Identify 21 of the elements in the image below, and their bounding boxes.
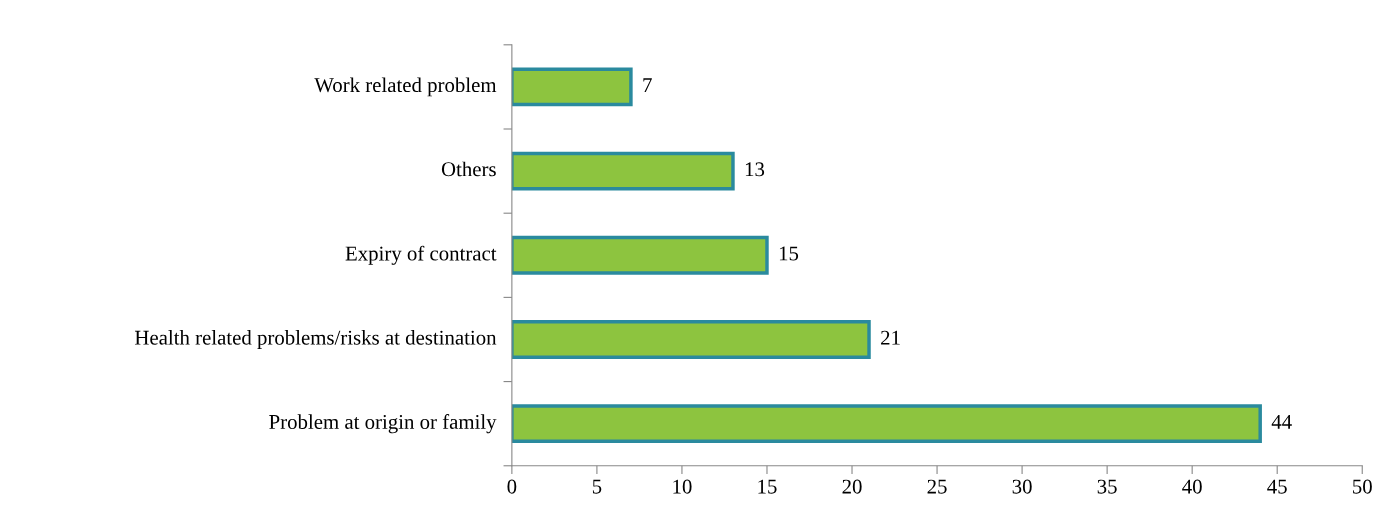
x-tick-label: 0 (507, 479, 517, 494)
data-label: 7 (643, 78, 652, 92)
x-tick-label: 10 (673, 479, 692, 494)
data-label: 13 (745, 162, 765, 177)
y-tick-label: Others (441, 161, 496, 177)
x-tick-label: 35 (1097, 479, 1117, 494)
x-tick-label: 20 (842, 479, 862, 494)
x-tick-label: 15 (758, 479, 777, 494)
y-tick-label: Health related problems/risks at destination (134, 330, 497, 349)
data-label: 21 (881, 330, 900, 345)
x-tick-label: 40 (1182, 479, 1202, 494)
y-tick-label: Problem at origin or family (269, 414, 497, 434)
x-tick-label: 50 (1353, 479, 1372, 494)
y-tick-label: Work related problem (314, 77, 497, 97)
x-tick-label: 30 (1012, 479, 1032, 494)
data-label: 44 (1271, 414, 1292, 429)
x-tick-label: 25 (927, 479, 947, 494)
y-tick-label: Expiry of contract (345, 245, 497, 265)
data-label: 15 (779, 246, 799, 261)
x-tick-label: 5 (592, 479, 602, 494)
x-tick-label: 45 (1267, 479, 1287, 494)
